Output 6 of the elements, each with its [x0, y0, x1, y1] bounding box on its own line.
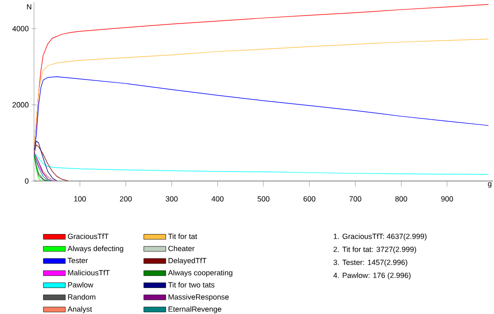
line-series: [34, 140, 58, 181]
line-series: [34, 154, 42, 181]
line-series: [34, 154, 48, 181]
line-series: [34, 38, 489, 151]
line-series: [34, 144, 69, 181]
line-series: [34, 152, 489, 175]
